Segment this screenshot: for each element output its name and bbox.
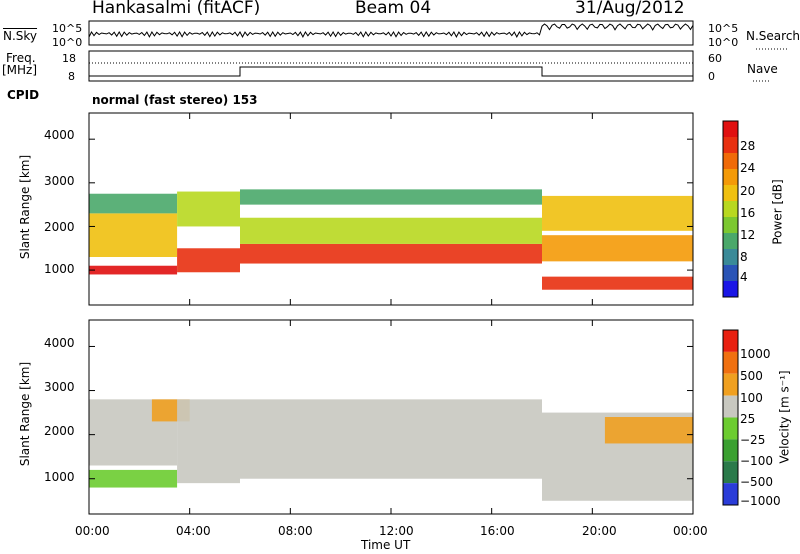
power-band-9 xyxy=(542,235,693,262)
freq-label: Freq. xyxy=(6,51,36,65)
power-cbar-cell-2 xyxy=(723,153,738,169)
velocity-band-6 xyxy=(604,417,693,444)
power-cbar-tick-8: 8 xyxy=(740,250,748,264)
power-cbar-cell-10 xyxy=(723,281,738,297)
velocity-ytick-2000: 2000 xyxy=(44,424,75,438)
nave-tick-bottom: 0 xyxy=(708,70,715,83)
power-band-1 xyxy=(89,213,178,257)
velocity-band-0 xyxy=(89,469,178,488)
power-cbar-cell-0 xyxy=(723,121,738,137)
power-ytick-1000: 1000 xyxy=(44,262,75,276)
xtick-1200: 12:00 xyxy=(379,524,414,538)
xaxis-label: Time UT xyxy=(361,538,411,552)
velocity-cbar-cell-6 xyxy=(723,461,738,484)
power-band-2 xyxy=(89,193,178,214)
power-cbar-cell-7 xyxy=(723,233,738,249)
xtick-0000: 00:00 xyxy=(75,524,110,538)
power-band-6 xyxy=(240,217,542,244)
xtick-1600: 16:00 xyxy=(480,524,515,538)
nsky-trace xyxy=(88,23,694,38)
nave-label: Nave xyxy=(747,62,778,76)
power-cbar-tick-24: 24 xyxy=(740,161,756,175)
nsearch-tick-top: 10^5 xyxy=(708,22,739,35)
power-cbar-cell-6 xyxy=(723,217,738,233)
nsky-label: N.Sky xyxy=(3,29,38,43)
freq-tick-top: 18 xyxy=(62,52,76,65)
power-cbar-tick-16: 16 xyxy=(740,206,756,220)
xtick-2400: 00:00 xyxy=(673,524,708,538)
power-band-7 xyxy=(240,189,542,205)
power-band-5 xyxy=(240,243,542,264)
power-band-0 xyxy=(89,265,178,275)
velocity-cbar-cell-3 xyxy=(723,395,738,418)
date-title: 31/Aug/2012 xyxy=(575,0,685,18)
velocity-cbar-tick-m500: −500 xyxy=(740,475,773,489)
nsearch-tick-bottom: 10^0 xyxy=(708,36,739,49)
power-band-8 xyxy=(542,276,693,290)
velocity-cbar-tick-100: 100 xyxy=(740,391,763,405)
power-cbar-tick-4: 4 xyxy=(740,270,748,284)
nsky-panel xyxy=(88,20,694,46)
velocity-cbar-tick-1000: 1000 xyxy=(740,347,771,361)
freq-tick-bottom: 8 xyxy=(68,70,75,83)
nsky-tick-bottom: 10^0 xyxy=(52,36,83,49)
velocity-cbar-cell-5 xyxy=(723,439,738,462)
power-cbar-tick-20: 20 xyxy=(740,184,756,198)
velocity-ytick-4000: 4000 xyxy=(44,336,75,350)
velocity-cbar-cell-0 xyxy=(723,330,738,352)
xtick-0400: 04:00 xyxy=(176,524,211,538)
power-cbar-cell-4 xyxy=(723,185,738,201)
xtick-2000: 20:00 xyxy=(582,524,617,538)
velocity-cbar-cell-7 xyxy=(723,483,738,505)
freq-panel xyxy=(88,50,694,82)
beam-title: Beam 04 xyxy=(355,0,432,18)
nave-tick-top: 60 xyxy=(708,52,722,65)
power-band-3 xyxy=(177,248,240,273)
velocity-cbar-tick-500: 500 xyxy=(740,369,763,383)
power-cbar-cell-5 xyxy=(723,201,738,217)
power-ytick-3000: 3000 xyxy=(44,174,75,188)
power-cbar-cell-3 xyxy=(723,169,738,185)
power-cbar-frame xyxy=(722,120,739,298)
nsearch-label: N.Search xyxy=(746,29,800,43)
velocity-ytick-1000: 1000 xyxy=(44,470,75,484)
velocity-ytick-3000: 3000 xyxy=(44,380,75,394)
velocity-cbar-cell-1 xyxy=(723,351,738,374)
power-ytick-2000: 2000 xyxy=(44,220,75,234)
power-cbar-cell-1 xyxy=(723,137,738,153)
freq-trace xyxy=(89,66,693,77)
cpid-label: CPID xyxy=(7,88,40,102)
power-band-4 xyxy=(177,191,240,227)
xtick-0800: 08:00 xyxy=(278,524,313,538)
station-title: Hankasalmi (fitACF) xyxy=(92,0,261,18)
power-cbar-cell-8 xyxy=(723,249,738,265)
cpid-text: normal (fast stereo) 153 xyxy=(92,93,258,107)
freq-unit-label: [MHz] xyxy=(2,63,38,77)
velocity-cbar-tick-m100: −100 xyxy=(740,454,773,468)
power-cbar-cell-9 xyxy=(723,265,738,281)
velocity-band-4 xyxy=(240,399,542,479)
velocity-cbar-cell-2 xyxy=(723,373,738,396)
power-cbar-tick-12: 12 xyxy=(740,228,756,242)
velocity-cbar-frame xyxy=(722,329,739,506)
power-cbar-tick-28: 28 xyxy=(740,139,756,153)
power-band-10 xyxy=(542,195,693,231)
velocity-cbar-tick-m1000: −1000 xyxy=(740,494,781,508)
velocity-cbar-tick-25: 25 xyxy=(740,412,756,426)
velocity-cbar-tick-m25: −25 xyxy=(740,433,766,447)
nsky-tick-top: 10^5 xyxy=(52,22,83,35)
velocity-cbar-cell-4 xyxy=(723,417,738,440)
velocity-band-3 xyxy=(177,399,240,484)
power-ytick-4000: 4000 xyxy=(44,128,75,142)
